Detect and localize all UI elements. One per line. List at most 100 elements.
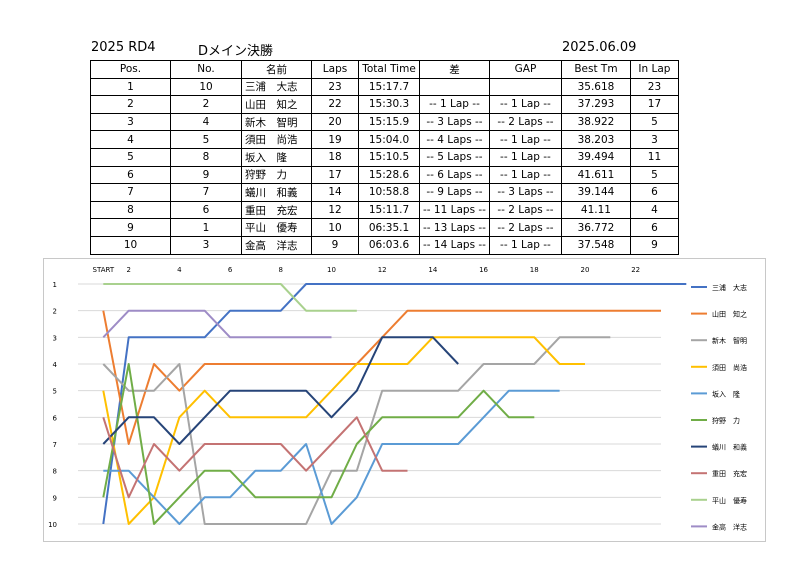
legend-entry: 金高 洋志	[712, 522, 747, 531]
table-cell: -- 3 Laps --	[488, 183, 562, 202]
series-line	[102, 336, 611, 525]
column-header: 差	[419, 60, 490, 79]
table-cell: 9	[629, 235, 679, 255]
table-cell: 坂入 隆	[241, 147, 312, 167]
table-cell: 2	[90, 95, 171, 114]
table-cell: 19	[311, 130, 359, 149]
table-cell: 15:15.9	[358, 112, 420, 132]
table-cell: 06:03.6	[358, 235, 420, 255]
table-cell: 狩野 力	[241, 165, 312, 185]
table-cell: 39.144	[560, 183, 631, 202]
legend-entry: 狩野 力	[712, 416, 740, 425]
series-line	[102, 309, 661, 445]
table-cell: 新木 智明	[241, 112, 312, 132]
table-header-row: Pos. No. 名前 Laps Total Time 差 GAP Best Tm In Lap	[90, 60, 679, 79]
legend-entry: 須田 尚浩	[712, 363, 747, 372]
table-cell: -- 6 Laps --	[419, 165, 490, 185]
table-row: 2 2 山田 知之 22 15:30.3 -- 1 Lap -- -- 1 Lap -- 37…	[90, 95, 679, 114]
table-cell: 17	[629, 95, 679, 114]
x-tick-label: START	[93, 266, 115, 274]
column-header: 名前	[241, 60, 312, 79]
table-cell: -- 1 Lap --	[488, 130, 562, 149]
y-tick-label: 2	[53, 308, 57, 316]
table-cell: -- 1 Lap --	[488, 95, 562, 114]
table-cell: 18	[311, 147, 359, 167]
table-cell: 8	[170, 147, 242, 167]
results-table: Pos. No. 名前 Laps Total Time 差 GAP Best Tm In Lap…	[90, 60, 679, 255]
series-line	[102, 416, 408, 499]
table-cell: -- 4 Laps --	[419, 130, 490, 149]
table-cell: 15:11.7	[358, 200, 420, 220]
table-cell: 7	[90, 183, 171, 202]
table-body: 1 10 三浦 大志 23 15:17.7 35.618 23 2 2 山田 知之 22 15:30.…	[90, 77, 679, 255]
table-cell: 39.494	[560, 147, 631, 167]
series-line	[102, 309, 332, 339]
race-class: Dメイン決勝	[198, 44, 274, 59]
table-cell: 山田 知之	[241, 95, 312, 114]
table-cell: 15:10.5	[358, 147, 420, 167]
table-row: 3 4 新木 智明 20 15:15.9 -- 3 Laps -- -- 2 Laps --…	[90, 112, 679, 132]
table-cell: 23	[311, 77, 359, 97]
table-cell: 1	[90, 77, 171, 97]
x-tick-label: 12	[378, 266, 387, 274]
y-tick-label: 4	[53, 361, 58, 369]
table-cell: 35.618	[560, 77, 631, 97]
series-line	[102, 283, 687, 525]
table-row: 7 7 蟻川 和義 14 10:58.8 -- 9 Laps -- -- 3 Laps --…	[90, 183, 679, 202]
table-cell: 17	[311, 165, 359, 185]
column-header: Total Time	[358, 60, 420, 79]
legend-entry: 重田 充宏	[712, 469, 747, 478]
table-cell: -- 1 Lap --	[488, 147, 562, 167]
y-tick-label: 3	[53, 334, 57, 342]
table-cell: -- 1 Lap --	[488, 235, 562, 255]
table-cell: 22	[311, 95, 359, 114]
table-cell: 37.293	[560, 95, 631, 114]
table-cell: 15:28.6	[358, 165, 420, 185]
table-cell: -- 1 Lap --	[488, 165, 562, 185]
legend-entry: 平山 優寿	[712, 496, 747, 505]
table-cell	[419, 77, 490, 97]
table-cell: 6	[170, 200, 242, 220]
table-cell: -- 2 Laps --	[488, 112, 562, 132]
table-cell: -- 1 Lap --	[419, 95, 490, 114]
table-cell: 9	[90, 218, 171, 237]
race-date: 2025.06.09	[562, 40, 637, 55]
x-tick-label: 10	[327, 266, 336, 274]
table-cell: 6	[629, 183, 679, 202]
table-cell: 5	[90, 147, 171, 167]
table-cell: 10	[170, 77, 242, 97]
y-tick-label: 10	[48, 521, 57, 529]
legend-entry: 三浦 大志	[712, 283, 747, 292]
table-cell: 23	[629, 77, 679, 97]
y-tick-label: 7	[53, 441, 57, 449]
table-cell: -- 2 Laps --	[488, 200, 562, 220]
table-cell: 3	[629, 130, 679, 149]
table-cell: 3	[170, 235, 242, 255]
table-cell: 15:30.3	[358, 95, 420, 114]
series-line	[102, 363, 535, 525]
table-cell	[488, 77, 562, 97]
table-cell: 6	[629, 218, 679, 237]
series-line	[102, 336, 459, 445]
column-header: Best Tm	[560, 60, 631, 79]
y-tick-label: 5	[53, 388, 57, 396]
table-cell: 11	[629, 147, 679, 167]
table-cell: 5	[170, 130, 242, 149]
x-tick-label: 4	[177, 266, 182, 274]
x-tick-label: 16	[479, 266, 488, 274]
table-cell: 蟻川 和義	[241, 183, 312, 202]
column-header: No.	[170, 60, 242, 79]
legend-entry: 新木 智明	[712, 336, 747, 345]
table-cell: 5	[629, 112, 679, 132]
table-cell: 38.922	[560, 112, 631, 132]
table-cell: -- 9 Laps --	[419, 183, 490, 202]
table-cell: 41.611	[560, 165, 631, 185]
y-tick-label: 1	[53, 281, 57, 289]
table-cell: -- 14 Laps --	[419, 235, 490, 255]
table-cell: 38.203	[560, 130, 631, 149]
x-tick-label: 18	[530, 266, 539, 274]
column-header: Laps	[311, 60, 359, 79]
table-cell: 20	[311, 112, 359, 132]
table-cell: 10	[311, 218, 359, 237]
